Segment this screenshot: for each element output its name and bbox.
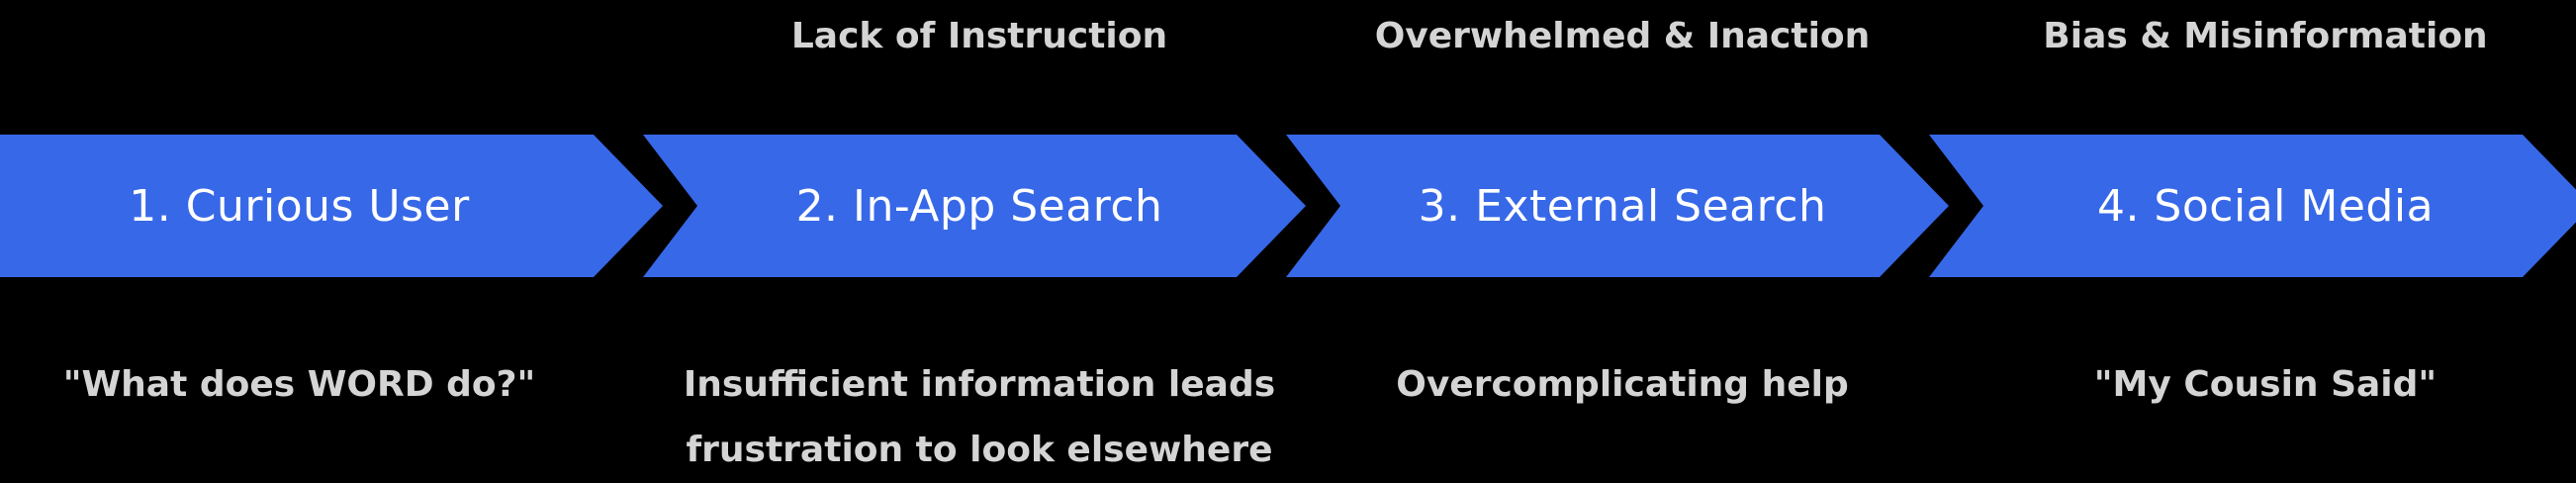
step-3-bottom-note: Overcomplicating help <box>1335 352 1909 418</box>
step-2-bottom-line-2: frustration to look elsewhere <box>686 430 1273 470</box>
step-1-bottom-line-1: "What does WORD do?" <box>62 364 536 405</box>
chevron-step-4 <box>1929 135 2576 277</box>
step-3-label: 3. External Search <box>1418 180 1827 232</box>
step-2-label: 2. In-App Search <box>795 180 1163 232</box>
step-4-bottom-note: "My Cousin Said" <box>1978 352 2552 418</box>
step-3-bottom-line-1: Overcomplicating help <box>1396 364 1849 405</box>
step-2-top-note: Lack of Instruction <box>790 15 1168 56</box>
step-2-bottom-line-1: Insufficient information leads <box>683 364 1276 405</box>
chevron-step-1 <box>0 135 663 277</box>
step-4-bottom-line-1: "My Cousin Said" <box>2093 364 2438 405</box>
chevron-step-2 <box>643 135 1306 277</box>
step-4-top-note: Bias & Misinformation <box>2043 15 2488 56</box>
step-1-bottom-note: "What does WORD do?" <box>0 352 598 418</box>
step-2-bottom-note: Insufficient information leads frustrati… <box>684 352 1275 483</box>
step-1-label: 1. Curious User <box>129 180 470 232</box>
chevron-step-3 <box>1286 135 1949 277</box>
step-4-label: 4. Social Media <box>2096 180 2435 232</box>
step-3-top-note: Overwhelmed & Inaction <box>1374 15 1871 56</box>
